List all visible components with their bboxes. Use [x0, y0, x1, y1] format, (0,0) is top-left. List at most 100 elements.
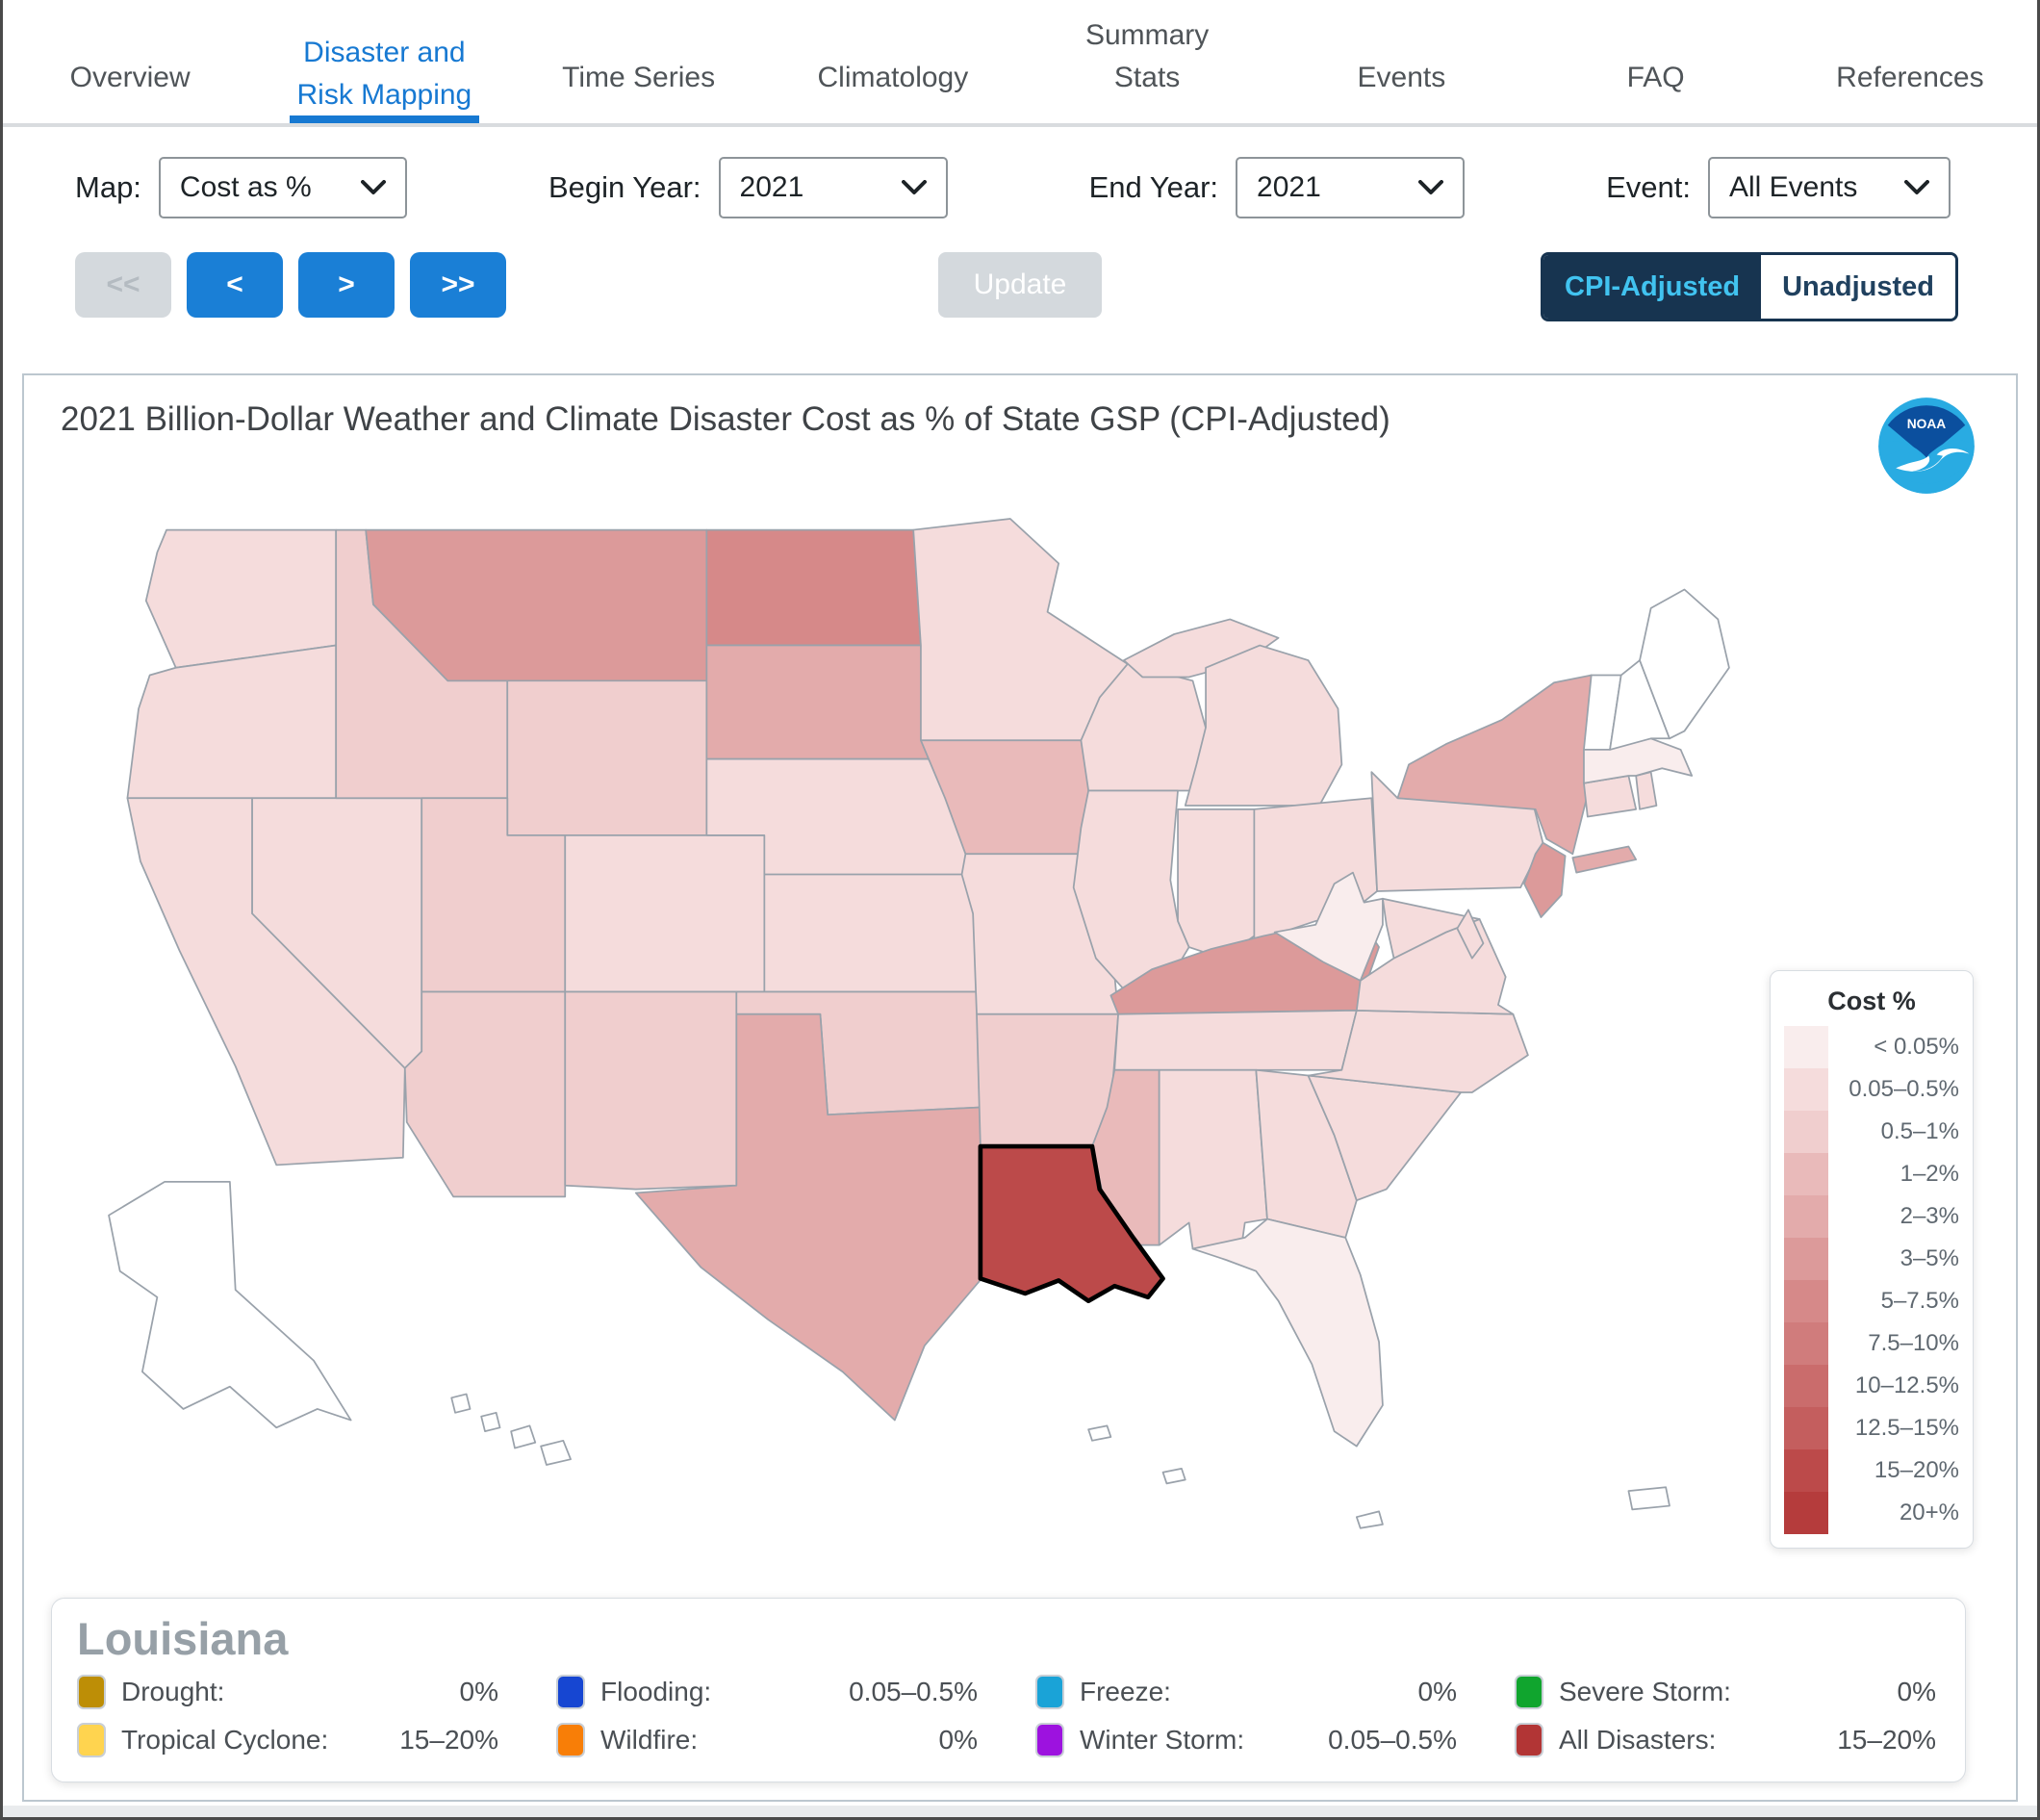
tab-summary-stats[interactable]: Summary Stats	[1020, 0, 1274, 123]
event-label: Event:	[1606, 170, 1691, 204]
state-ME[interactable]	[1639, 588, 1730, 740]
state-LA[interactable]	[978, 1143, 1165, 1304]
state-FL[interactable]	[1191, 1218, 1384, 1448]
year-step-buttons: << < > >>	[75, 252, 506, 318]
state-CO[interactable]	[564, 834, 766, 993]
state-OR[interactable]	[126, 644, 338, 800]
tab-faq[interactable]: FAQ	[1529, 0, 1783, 123]
chevron-down-icon	[1418, 180, 1444, 194]
legend-label: 5–7.5%	[1880, 1288, 1959, 1314]
legend-swatch	[1784, 1111, 1828, 1153]
state-NJ[interactable]	[1523, 841, 1567, 918]
tab-climatology[interactable]: Climatology	[766, 0, 1020, 123]
legend-label: 0.05–0.5%	[1849, 1076, 1959, 1102]
state-TX[interactable]	[634, 1013, 995, 1422]
state-AK[interactable]	[108, 1180, 352, 1429]
tab-events[interactable]: Events	[1274, 0, 1528, 123]
tab-references[interactable]: References	[1783, 0, 2037, 123]
state-DE[interactable]	[1456, 909, 1485, 960]
legend-swatch	[1784, 1492, 1828, 1534]
tab-label: References	[1836, 61, 1984, 93]
state-LI[interactable]	[1571, 845, 1638, 874]
disaster-detail-all-disasters: All Disasters: 15–20%	[1515, 1723, 1936, 1757]
next-year-button[interactable]: >	[298, 252, 395, 318]
state-IN[interactable]	[1177, 807, 1256, 960]
state-HI-1[interactable]	[450, 1393, 472, 1414]
legend-swatch	[1784, 1238, 1828, 1280]
legend-swatch	[1784, 1280, 1828, 1322]
selected-state-name: Louisiana	[77, 1613, 289, 1664]
state-AR[interactable]	[976, 1013, 1119, 1147]
event-select[interactable]: All Events	[1707, 157, 1951, 218]
disaster-detail-wildfire: Wildfire: 0%	[556, 1723, 978, 1757]
state-ND[interactable]	[705, 528, 922, 647]
state-ISL-2[interactable]	[1161, 1467, 1186, 1485]
state-AZ[interactable]	[403, 990, 567, 1198]
disaster-swatch	[556, 1723, 585, 1757]
state-HI-4[interactable]	[540, 1439, 572, 1466]
state-WY[interactable]	[506, 679, 708, 836]
disaster-label: Tropical Cyclone:	[121, 1725, 329, 1755]
state-ISL-1[interactable]	[1087, 1424, 1112, 1442]
state-KS[interactable]	[763, 873, 978, 993]
chevron-down-icon	[901, 180, 927, 194]
state-WV[interactable]	[1273, 871, 1384, 982]
legend-row: 3–5%	[1784, 1238, 1959, 1280]
legend-swatch	[1784, 1449, 1828, 1492]
legend-row: 0.5–1%	[1784, 1111, 1959, 1153]
legend-row: 7.5–10%	[1784, 1322, 1959, 1365]
tab-bar: Overview Disaster and Risk Mapping Time Se…	[3, 0, 2037, 127]
filter-controls: Map: Cost as % Begin Year: 2021 End Year…	[3, 144, 2037, 231]
state-HI-2[interactable]	[480, 1411, 501, 1433]
first-year-button[interactable]: <<	[75, 252, 171, 318]
state-RI[interactable]	[1635, 771, 1658, 810]
disaster-label: Winter Storm:	[1080, 1725, 1245, 1755]
state-ISL-3[interactable]	[1355, 1510, 1384, 1529]
disaster-value: 0.05–0.5%	[1328, 1725, 1457, 1755]
tab-overview[interactable]: Overview	[3, 0, 257, 123]
us-choropleth-map	[108, 518, 1730, 1529]
legend-swatch	[1784, 1407, 1828, 1449]
legend-label: 20+%	[1899, 1500, 1959, 1525]
state-PR[interactable]	[1627, 1486, 1670, 1511]
legend-label: < 0.05%	[1874, 1034, 1959, 1060]
state-HI-3[interactable]	[510, 1424, 537, 1449]
nav-controls: << < > >> Update CPI-Adjusted Unadjusted	[3, 252, 2037, 323]
end-year-select[interactable]: 2021	[1236, 157, 1466, 218]
toggle-option-unadjusted[interactable]: Unadjusted	[1761, 255, 1955, 319]
legend-row: 15–20%	[1784, 1449, 1959, 1492]
legend-swatch	[1784, 1026, 1828, 1068]
disaster-swatch	[1515, 1723, 1543, 1757]
disaster-detail-tropical-cyclone: Tropical Cyclone: 15–20%	[77, 1723, 498, 1757]
state-detail-panel: Louisiana Drought: 0% Flooding: 0.05–0.5% Fr…	[51, 1598, 1966, 1782]
update-button[interactable]: Update	[938, 252, 1102, 318]
state-NM[interactable]	[564, 990, 738, 1191]
tab-label: Disaster and Risk Mapping	[289, 32, 480, 123]
map-select[interactable]: Cost as %	[158, 157, 407, 218]
disaster-detail-severe-storm: Severe Storm: 0%	[1515, 1675, 1936, 1709]
state-MI-LP[interactable]	[1184, 644, 1343, 807]
legend-swatch	[1784, 1195, 1828, 1238]
state-NC[interactable]	[1307, 1009, 1529, 1093]
tab-label: Overview	[69, 61, 191, 93]
state-MD[interactable]	[1382, 897, 1481, 960]
tab-label: FAQ	[1626, 61, 1685, 93]
state-TN[interactable]	[1113, 1009, 1358, 1071]
legend-label: 10–12.5%	[1854, 1372, 1959, 1398]
disaster-detail-grid: Drought: 0% Flooding: 0.05–0.5% Freeze: 0% Sev…	[77, 1675, 1936, 1757]
state-SD[interactable]	[705, 644, 930, 760]
begin-year-select[interactable]: 2021	[718, 157, 948, 218]
disaster-swatch	[556, 1675, 585, 1709]
disaster-label: All Disasters:	[1559, 1725, 1717, 1755]
tab-disaster-and-risk-mapping[interactable]: Disaster and Risk Mapping	[257, 0, 511, 123]
end-year-control: End Year: 2021	[1089, 157, 1466, 218]
toggle-option-cpi-adjusted[interactable]: CPI-Adjusted	[1543, 255, 1762, 319]
tab-time-series[interactable]: Time Series	[512, 0, 766, 123]
state-NH[interactable]	[1609, 659, 1670, 751]
last-year-button[interactable]: >>	[410, 252, 506, 318]
prev-year-button[interactable]: <	[187, 252, 283, 318]
state-WA[interactable]	[144, 528, 338, 669]
cpi-toggle: CPI-Adjusted Unadjusted	[1541, 252, 1958, 321]
state-AL[interactable]	[1158, 1068, 1268, 1250]
